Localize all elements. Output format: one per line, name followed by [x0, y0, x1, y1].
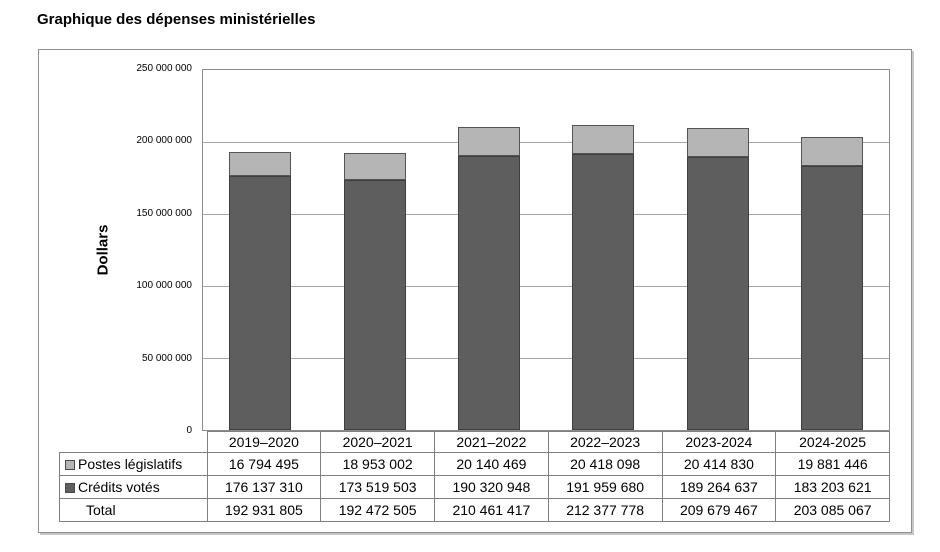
- year-header-cell: 2024-2025: [775, 431, 890, 453]
- chart-frame: Dollars 250 000 000 200 000 000 150 000 00…: [38, 49, 912, 533]
- bar-column: [572, 70, 635, 430]
- bar-segment-postes-legislatifs: [343, 153, 406, 180]
- gridline: [203, 285, 889, 287]
- data-table: 2019–2020 2020–2021 2021–2022 2022–2023 2023…: [59, 431, 890, 522]
- table-row: Postes législatifs 16 794 495 18 953 002 20…: [59, 452, 890, 476]
- y-tick-label: 200 000 000: [136, 135, 192, 147]
- table-corner-blank: [60, 432, 208, 453]
- gridline: [203, 213, 889, 215]
- bar-segment-credits-votes: [800, 166, 863, 430]
- value-cell: 192 931 805: [206, 498, 322, 522]
- row-label-cell: Crédits votés: [59, 475, 208, 499]
- bar-segment-credits-votes: [457, 156, 520, 430]
- value-cell: 189 264 637: [661, 475, 777, 499]
- bar-column: [457, 70, 520, 430]
- bar-segment-postes-legislatifs: [229, 152, 292, 176]
- bar-segment-credits-votes: [686, 157, 749, 430]
- row-label: Total: [86, 502, 116, 518]
- value-cell: 191 959 680: [547, 475, 663, 499]
- bar-segment-credits-votes: [572, 154, 635, 430]
- value-cell: 192 472 505: [320, 498, 435, 522]
- bar-column: [343, 70, 406, 430]
- value-cell: 209 679 467: [661, 498, 777, 522]
- chart-title: Graphique des dépenses ministérielles: [37, 11, 316, 28]
- year-header-cell: 2019–2020: [206, 431, 322, 453]
- bar-segment-postes-legislatifs: [572, 125, 635, 154]
- y-tick-label: 250 000 000: [136, 63, 192, 74]
- gridline: [203, 357, 889, 359]
- table-header-row: 2019–2020 2020–2021 2021–2022 2022–2023 2023…: [60, 431, 890, 453]
- legend-swatch: [65, 460, 75, 470]
- bar-column: [229, 70, 292, 430]
- value-cell: 176 137 310: [206, 475, 322, 499]
- bar-segment-postes-legislatifs: [800, 137, 863, 166]
- value-cell: 20 414 830: [661, 452, 777, 476]
- y-tick-label: 0: [186, 425, 192, 436]
- bar-column: [800, 70, 863, 430]
- value-cell: 19 881 446: [775, 452, 890, 476]
- value-cell: 183 203 621: [775, 475, 890, 499]
- bar-column: [686, 70, 749, 430]
- row-label-cell: Total: [59, 498, 208, 522]
- row-label-cell: Postes législatifs: [59, 452, 208, 476]
- plot-area: [202, 69, 890, 431]
- y-axis-ticks: 250 000 000 200 000 000 150 000 000 100 000…: [39, 50, 192, 532]
- year-header-cell: 2021–2022: [434, 431, 549, 453]
- value-cell: 20 418 098: [547, 452, 663, 476]
- y-tick-label: 50 000 000: [141, 352, 192, 364]
- value-cell: 212 377 778: [547, 498, 663, 522]
- value-cell: 18 953 002: [320, 452, 435, 476]
- row-label: Postes législatifs: [78, 456, 183, 472]
- y-tick-label: 150 000 000: [136, 207, 192, 219]
- year-header-cell: 2023-2024: [661, 431, 777, 453]
- value-cell: 20 140 469: [434, 452, 549, 476]
- table-row: Crédits votés 176 137 310 173 519 503 190 3…: [59, 475, 890, 499]
- value-cell: 210 461 417: [434, 498, 549, 522]
- value-cell: 190 320 948: [434, 475, 549, 499]
- y-tick-label: 100 000 000: [136, 280, 192, 292]
- row-label: Crédits votés: [78, 479, 160, 495]
- year-header-cell: 2022–2023: [547, 431, 663, 453]
- value-cell: 173 519 503: [320, 475, 435, 499]
- bar-segment-postes-legislatifs: [457, 127, 520, 156]
- bar-segment-postes-legislatifs: [686, 128, 749, 157]
- gridline: [203, 141, 889, 143]
- bar-segment-credits-votes: [343, 180, 406, 430]
- value-cell: 203 085 067: [775, 498, 890, 522]
- year-header-cell: 2020–2021: [320, 431, 435, 453]
- legend-swatch: [65, 483, 75, 493]
- bar-segment-credits-votes: [229, 176, 292, 430]
- value-cell: 16 794 495: [206, 452, 322, 476]
- table-row: Total 192 931 805 192 472 505 210 461 417 21…: [59, 498, 890, 522]
